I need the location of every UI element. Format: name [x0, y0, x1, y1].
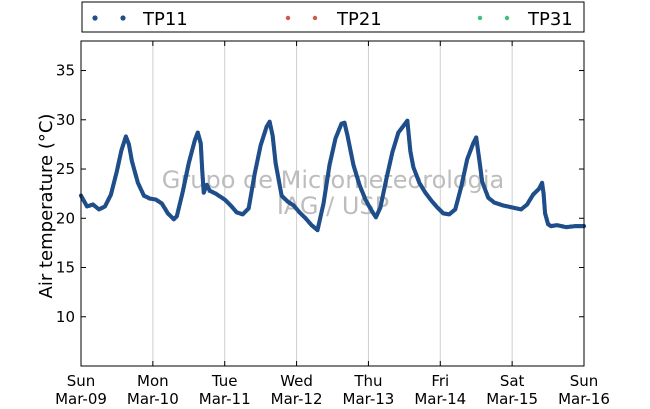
x-axis: SunMar-09MonMar-10TueMar-11WedMar-12ThuM… [55, 41, 610, 408]
legend-label-tp31: TP31 [527, 9, 573, 30]
y-axis: 10 15 20 25 30 35 [56, 62, 584, 326]
watermark-line-1: Grupo de Micrometeorologia [162, 166, 504, 194]
x-tick-label-day: Wed [280, 372, 313, 390]
y-tick-label: 35 [56, 62, 75, 80]
legend-entry-tp31: TP31 [477, 9, 573, 30]
x-tick-label-day: Fri [431, 372, 449, 390]
x-tick-label-date: Mar-14 [414, 390, 466, 408]
legend-entry-tp21: TP21 [285, 9, 382, 30]
legend-label-tp21: TP21 [336, 9, 382, 30]
y-tick-label: 30 [56, 111, 75, 129]
y-tick-label: 25 [56, 160, 75, 178]
x-tick-label-day: Thu [353, 372, 382, 390]
legend-marker-tp21 [285, 15, 291, 21]
y-tick-label: 15 [56, 259, 75, 277]
plot-frame [80, 40, 585, 367]
legend-marker-tp11 [120, 15, 126, 21]
x-tick-label-day: Tue [211, 372, 238, 390]
x-tick-label-date: Mar-12 [271, 390, 323, 408]
x-tick-label-day: Sun [67, 372, 96, 390]
x-tick-label-date: Mar-16 [558, 390, 610, 408]
x-tick-label-day: Sun [570, 372, 599, 390]
x-tick-label-date: Mar-13 [343, 390, 395, 408]
x-tick-label-date: Mar-10 [127, 390, 179, 408]
legend-label-tp11: TP11 [142, 9, 188, 30]
legend: TP11 TP21 TP31 [81, 1, 585, 33]
series-tp11-points [78, 118, 587, 233]
y-tick-label: 10 [56, 308, 75, 326]
y-tick-label: 20 [56, 209, 75, 227]
x-tick-label-date: Mar-15 [486, 390, 538, 408]
x-tick-label-date: Mar-09 [55, 390, 107, 408]
legend-entry-tp11: TP11 [92, 9, 188, 30]
x-tick-label-day: Sat [500, 372, 525, 390]
x-tick-label-date: Mar-11 [199, 390, 251, 408]
y-axis-label: Air temperature (°C) [36, 114, 57, 299]
legend-frame [81, 1, 585, 33]
legend-marker-tp21 [312, 15, 318, 21]
legend-marker-tp11 [92, 15, 98, 21]
x-tick-label-day: Mon [137, 372, 169, 390]
legend-marker-tp31 [504, 15, 510, 21]
legend-marker-tp31 [477, 15, 483, 21]
